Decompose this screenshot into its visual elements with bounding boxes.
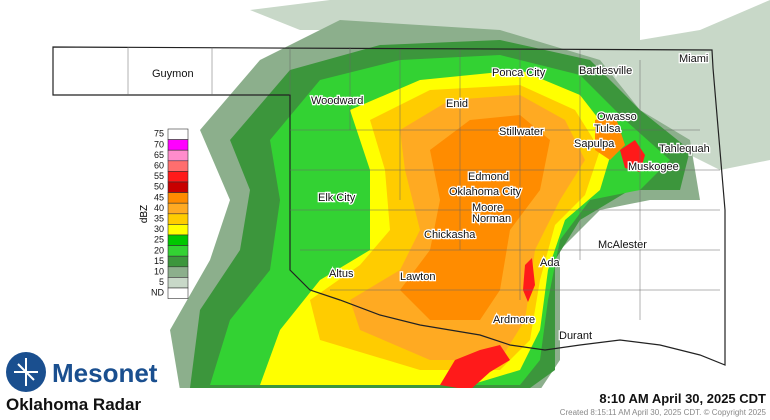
legend-swatch — [167, 255, 189, 268]
legend-swatch — [167, 160, 189, 172]
legend-swatch — [167, 181, 189, 193]
legend-swatch — [167, 224, 189, 236]
legend-swatch — [167, 139, 189, 151]
legend-swatch — [167, 149, 189, 162]
city-label: Woodward — [311, 95, 363, 107]
city-label: Ardmore — [493, 314, 535, 326]
city-label: Oklahoma City — [449, 186, 522, 198]
city-label: Moore — [472, 202, 503, 214]
state-outline — [52, 46, 726, 366]
legend-label: 30 — [154, 224, 164, 234]
legend-swatch — [167, 192, 189, 204]
legend-swatch — [167, 213, 189, 225]
legend-label: 10 — [154, 266, 164, 276]
city-label: Tulsa — [594, 123, 621, 135]
city-label: Elk City — [318, 192, 356, 204]
city-label: Miami — [679, 53, 708, 65]
legend-label: 35 — [154, 213, 164, 223]
timestamp: 8:10 AM April 30, 2025 CDT — [599, 391, 766, 406]
legend-label: 45 — [154, 192, 164, 202]
city-label: Lawton — [400, 271, 435, 283]
city-label: Norman — [472, 213, 511, 225]
legend-swatch — [167, 245, 189, 257]
legend-unit: dBZ — [139, 205, 150, 223]
city-label: Altus — [329, 268, 354, 280]
legend-swatch — [167, 128, 189, 140]
legend-swatch — [167, 266, 189, 278]
county-lines — [127, 47, 720, 320]
city-label: Enid — [446, 98, 468, 110]
city-labels: Guymon Miami Ponca City Bartlesville Woo… — [151, 52, 711, 344]
city-label: Ada — [540, 257, 560, 269]
legend-swatch — [167, 171, 189, 183]
city-label: Guymon — [152, 68, 194, 80]
credit: Created 8:15:11 AM April 30, 2025 CDT. ©… — [560, 408, 767, 417]
legend-label: 20 — [154, 245, 164, 255]
legend-label: 40 — [154, 203, 164, 213]
city-label: Owasso — [597, 111, 637, 123]
legend-label: 5 — [159, 277, 164, 287]
city-label: McAlester — [598, 239, 647, 251]
brand: Mesonet — [52, 358, 158, 388]
city-label: Chickasha — [424, 229, 476, 241]
legend-label: 65 — [154, 150, 164, 160]
legend-label: 60 — [154, 160, 164, 170]
legend-swatch — [167, 234, 189, 246]
title: Oklahoma Radar — [6, 395, 141, 414]
city-label: Durant — [559, 330, 592, 342]
legend-label: ND — [151, 288, 164, 298]
legend-swatch — [167, 287, 189, 299]
city-label: Edmond — [468, 171, 509, 183]
legend-swatch — [167, 277, 189, 289]
legend-label: 55 — [154, 171, 164, 181]
logo: Mesonet — [6, 352, 158, 392]
legend-label: 25 — [154, 235, 164, 245]
legend-label: 75 — [154, 129, 164, 139]
city-label: Bartlesville — [579, 65, 632, 77]
city-label: Ponca City — [492, 67, 546, 79]
legend-label: 50 — [154, 182, 164, 192]
city-label: Stillwater — [499, 126, 544, 138]
city-label: Muskogee — [628, 161, 679, 173]
city-label: Tahlequah — [659, 143, 710, 155]
footer-band — [0, 388, 770, 420]
legend-label: 15 — [154, 256, 164, 266]
legend-label: 70 — [154, 139, 164, 149]
legend-swatch — [167, 202, 189, 215]
radar-echoes — [170, 0, 770, 390]
city-label: Sapulpa — [574, 138, 615, 150]
